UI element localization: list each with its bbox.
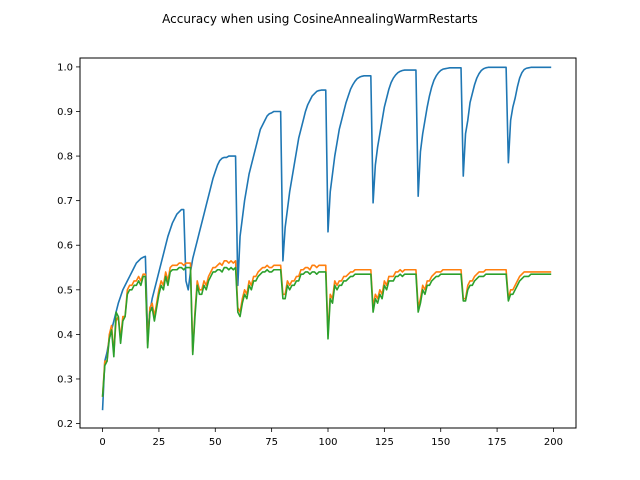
y-tick-label: 0.7 bbox=[57, 196, 73, 207]
x-tick-label: 175 bbox=[488, 437, 507, 448]
x-tick-label: 75 bbox=[265, 437, 278, 448]
x-tick-label: 0 bbox=[99, 437, 105, 448]
x-tick-label: 200 bbox=[544, 437, 563, 448]
x-tick-label: 25 bbox=[153, 437, 166, 448]
y-tick-label: 0.4 bbox=[57, 330, 73, 341]
x-tick-label: 150 bbox=[431, 437, 450, 448]
x-axis: 0 25 50 75 100 125 150 175 200 bbox=[99, 428, 563, 448]
x-tick-label: 125 bbox=[375, 437, 394, 448]
chart-title: Accuracy when using CosineAnnealingWarmR… bbox=[162, 12, 478, 26]
y-tick-label: 1.0 bbox=[57, 62, 73, 73]
series-line-1 bbox=[101, 66, 552, 411]
y-tick-label: 0.6 bbox=[57, 241, 73, 252]
y-tick-label: 0.9 bbox=[57, 107, 73, 118]
y-tick-label: 0.3 bbox=[57, 374, 73, 385]
series-line-3 bbox=[101, 266, 552, 397]
y-tick-label: 0.8 bbox=[57, 152, 73, 163]
y-axis: 0.2 0.3 0.4 0.5 0.6 0.7 0.8 0.9 1.0 bbox=[57, 62, 80, 430]
x-tick-label: 50 bbox=[209, 437, 222, 448]
y-tick-label: 0.5 bbox=[57, 285, 73, 296]
series-lines bbox=[101, 66, 552, 411]
y-tick-label: 0.2 bbox=[57, 419, 73, 430]
x-tick-label: 100 bbox=[318, 437, 337, 448]
